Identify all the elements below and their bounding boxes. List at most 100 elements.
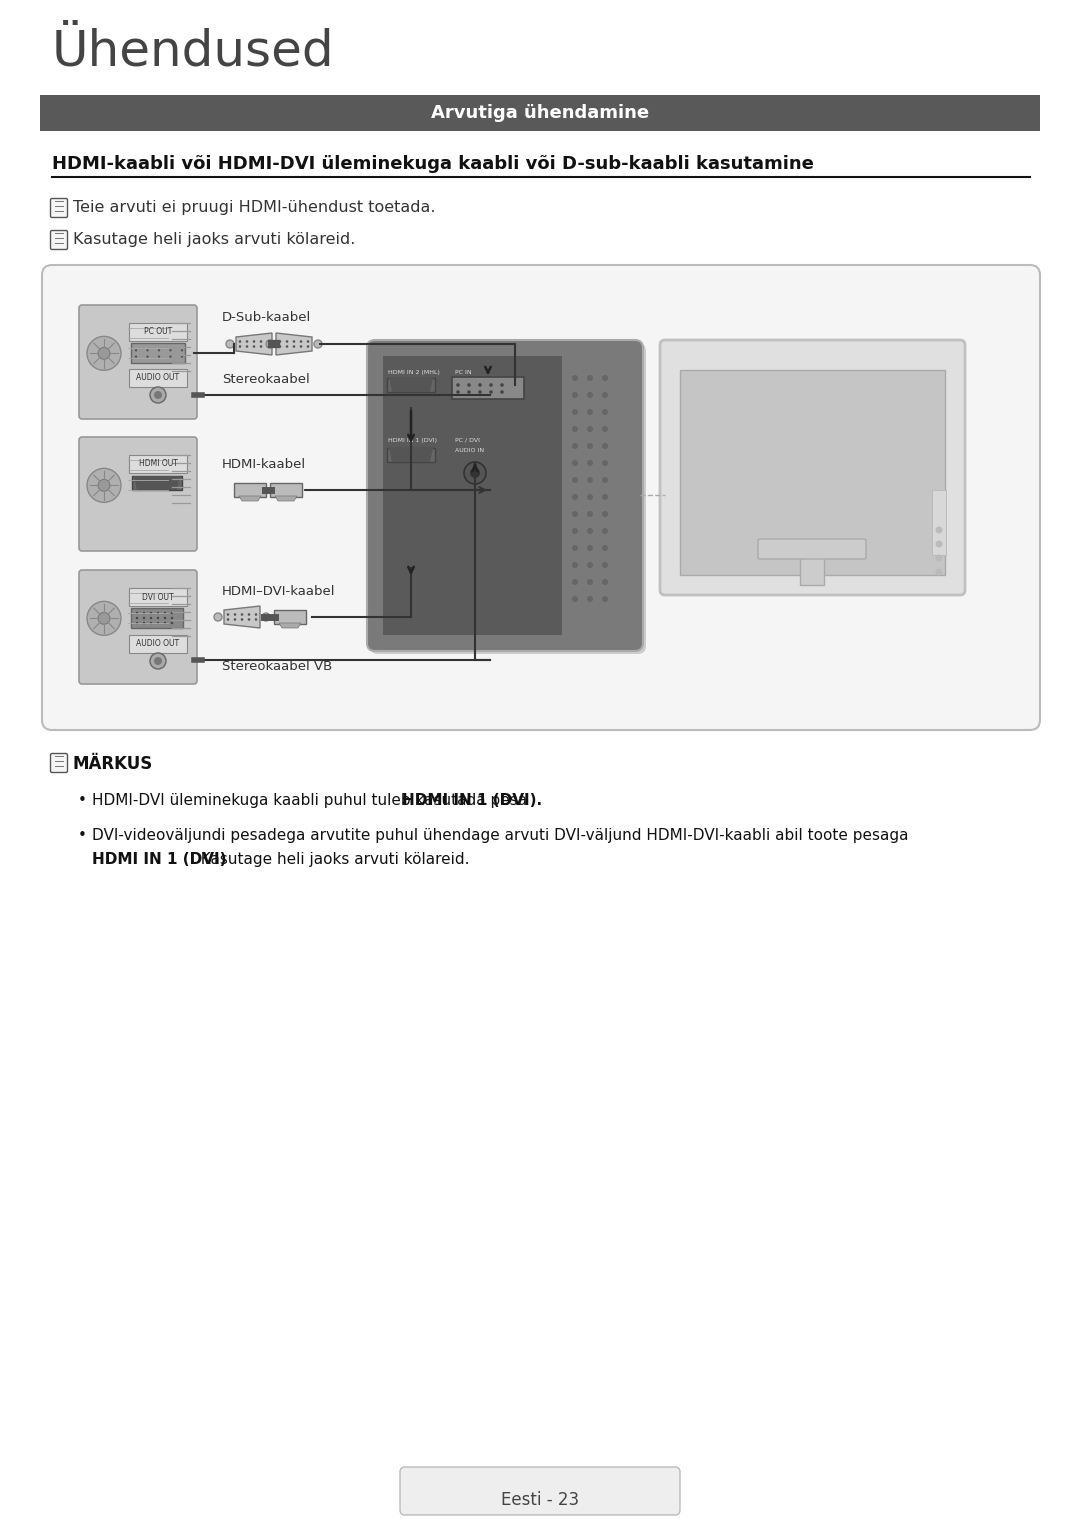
- Circle shape: [135, 356, 137, 357]
- Text: AUDIO OUT: AUDIO OUT: [136, 373, 179, 382]
- Circle shape: [157, 617, 159, 620]
- Text: HDMI IN 1 (DVI): HDMI IN 1 (DVI): [388, 439, 437, 443]
- Bar: [932, 489, 946, 555]
- Circle shape: [588, 528, 593, 534]
- Text: HDMI OUT: HDMI OUT: [138, 460, 177, 468]
- Circle shape: [588, 597, 593, 601]
- Polygon shape: [275, 495, 297, 502]
- Text: AUDIO OUT: AUDIO OUT: [136, 640, 179, 649]
- Circle shape: [602, 460, 608, 466]
- Circle shape: [935, 526, 943, 534]
- Circle shape: [241, 618, 243, 621]
- Circle shape: [158, 356, 160, 357]
- Text: PC / DVI: PC / DVI: [455, 439, 480, 443]
- Circle shape: [262, 614, 270, 621]
- Circle shape: [164, 612, 166, 614]
- Circle shape: [246, 345, 248, 348]
- Circle shape: [602, 511, 608, 517]
- FancyBboxPatch shape: [129, 635, 187, 653]
- Circle shape: [136, 612, 138, 614]
- Circle shape: [588, 511, 593, 517]
- Polygon shape: [224, 606, 260, 627]
- FancyBboxPatch shape: [79, 437, 197, 551]
- Circle shape: [253, 341, 255, 342]
- Circle shape: [572, 477, 578, 483]
- Circle shape: [572, 374, 578, 380]
- Polygon shape: [389, 377, 433, 393]
- Text: Teie arvuti ei pruugi HDMI-ühendust toetada.: Teie arvuti ei pruugi HDMI-ühendust toet…: [73, 199, 435, 215]
- Circle shape: [164, 617, 166, 620]
- Circle shape: [572, 443, 578, 449]
- Circle shape: [602, 443, 608, 449]
- FancyBboxPatch shape: [131, 607, 183, 627]
- Polygon shape: [237, 333, 272, 354]
- Polygon shape: [276, 333, 312, 354]
- Circle shape: [239, 345, 241, 348]
- Circle shape: [572, 597, 578, 601]
- Circle shape: [98, 480, 110, 491]
- Polygon shape: [134, 476, 180, 489]
- FancyBboxPatch shape: [400, 1467, 680, 1516]
- Circle shape: [588, 374, 593, 380]
- Text: Stereokaabel: Stereokaabel: [222, 373, 310, 387]
- Circle shape: [255, 618, 257, 621]
- Circle shape: [500, 384, 503, 387]
- Circle shape: [227, 618, 229, 621]
- Circle shape: [170, 356, 172, 357]
- Circle shape: [935, 540, 943, 548]
- Circle shape: [239, 341, 241, 342]
- Circle shape: [171, 617, 173, 620]
- Circle shape: [300, 345, 302, 348]
- FancyBboxPatch shape: [129, 456, 187, 472]
- Circle shape: [259, 341, 262, 342]
- Circle shape: [307, 345, 309, 348]
- Circle shape: [255, 614, 257, 615]
- FancyBboxPatch shape: [129, 588, 187, 606]
- Text: D-Sub-kaabel: D-Sub-kaabel: [222, 311, 311, 324]
- Text: HDMI-kaabli või HDMI-DVI üleminekuga kaabli või D-sub-kaabli kasutamine: HDMI-kaabli või HDMI-DVI üleminekuga kaa…: [52, 155, 814, 173]
- Circle shape: [154, 657, 162, 666]
- Circle shape: [602, 393, 608, 397]
- Circle shape: [588, 494, 593, 500]
- FancyBboxPatch shape: [453, 377, 524, 399]
- Circle shape: [470, 468, 480, 479]
- Circle shape: [171, 621, 173, 624]
- Bar: [132, 476, 183, 489]
- Circle shape: [164, 621, 166, 624]
- Circle shape: [307, 341, 309, 342]
- Circle shape: [572, 578, 578, 584]
- FancyBboxPatch shape: [129, 324, 187, 341]
- Circle shape: [233, 614, 237, 615]
- Circle shape: [136, 621, 138, 624]
- Circle shape: [266, 341, 274, 348]
- Circle shape: [300, 341, 302, 342]
- Circle shape: [572, 511, 578, 517]
- Circle shape: [180, 356, 184, 357]
- Circle shape: [150, 653, 166, 669]
- Circle shape: [588, 426, 593, 433]
- Circle shape: [286, 345, 288, 348]
- Text: HDMI-kaabel: HDMI-kaabel: [222, 459, 306, 471]
- Circle shape: [572, 460, 578, 466]
- FancyBboxPatch shape: [234, 483, 266, 497]
- Circle shape: [226, 341, 234, 348]
- Circle shape: [572, 528, 578, 534]
- Circle shape: [588, 578, 593, 584]
- Circle shape: [157, 621, 159, 624]
- Circle shape: [935, 569, 943, 575]
- Text: PC OUT: PC OUT: [144, 327, 172, 336]
- Text: DVI OUT: DVI OUT: [143, 592, 174, 601]
- Circle shape: [572, 561, 578, 568]
- Circle shape: [136, 617, 138, 620]
- Circle shape: [588, 545, 593, 551]
- FancyBboxPatch shape: [129, 370, 187, 387]
- Circle shape: [143, 621, 145, 624]
- Text: AUDIO IN: AUDIO IN: [455, 448, 484, 453]
- Circle shape: [253, 345, 255, 348]
- Circle shape: [935, 554, 943, 561]
- FancyBboxPatch shape: [758, 538, 866, 558]
- Circle shape: [314, 341, 322, 348]
- Circle shape: [247, 618, 251, 621]
- Circle shape: [468, 384, 471, 387]
- Circle shape: [478, 390, 482, 394]
